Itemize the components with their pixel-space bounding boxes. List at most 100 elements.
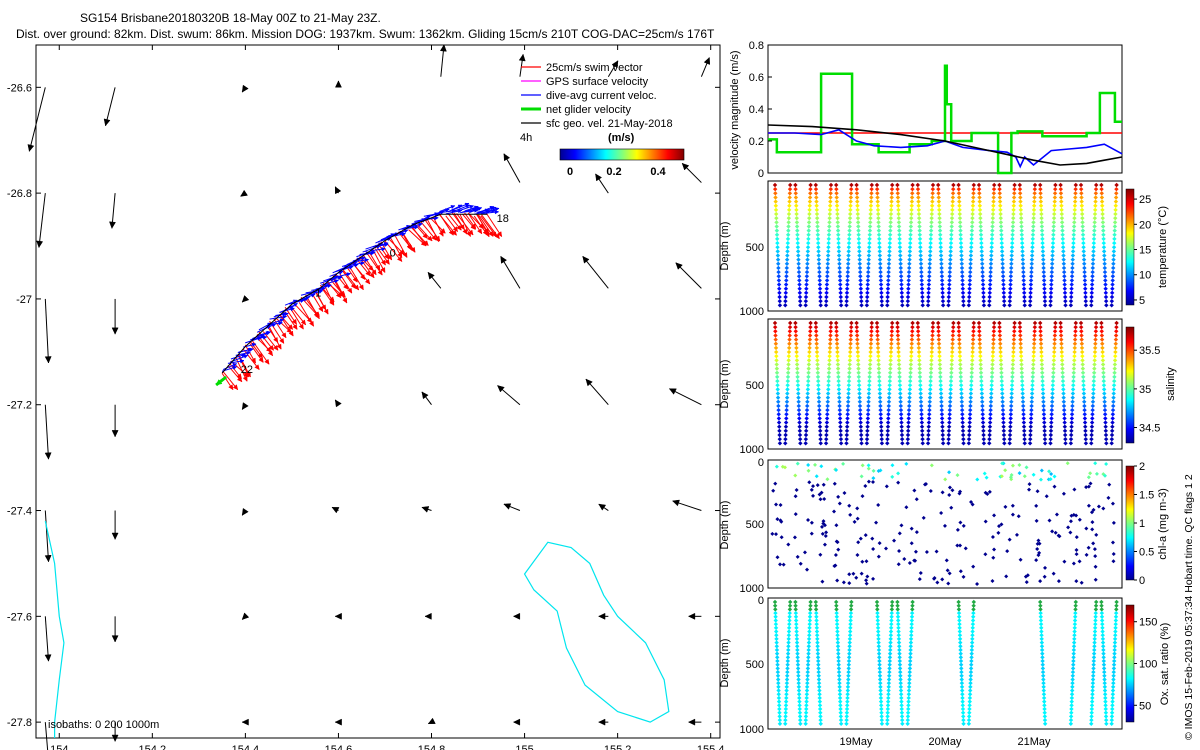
salinity-sample-dot [980, 412, 985, 417]
chlorophyll-sample-dot [859, 474, 864, 479]
oxygen-sample-dot [1089, 703, 1095, 708]
temperature-sample-dot [958, 240, 964, 246]
temperature-sample-dot [1049, 261, 1055, 267]
oxygen-sample-dot [807, 633, 812, 638]
temperature-sample-dot [796, 257, 801, 262]
oxygen-sample-dot [876, 633, 881, 638]
temperature-sample-dot [784, 261, 790, 267]
temperature-sample-dot [969, 232, 974, 237]
oxygen-sample-dot [878, 688, 883, 693]
oxygen-sample-dot [817, 699, 823, 704]
salinity-sample-dot [1019, 378, 1025, 384]
temperature-sample-dot [930, 199, 935, 204]
oxygen-sample-dot [795, 658, 800, 664]
temperature-sample-dot [940, 303, 946, 308]
temperature-sample-dot [960, 282, 965, 287]
salinity-sample-dot [1069, 420, 1074, 425]
swim-vector-arrow [352, 263, 371, 285]
oxygen-sample-dot [775, 658, 780, 664]
temperature-sample-dot [906, 282, 911, 287]
dac-vector-arrow [353, 257, 370, 263]
temperature-sample-dot [956, 186, 961, 192]
temperature-sample-dot [989, 240, 995, 246]
salinity-sample-dot [1070, 387, 1076, 392]
temperature-sample-dot [1050, 253, 1055, 258]
geo-velocity-arrow [241, 718, 249, 726]
chlorophyll-sample-dot [1090, 520, 1095, 525]
temperature-sample-dot [971, 191, 976, 196]
temperature-sample-dot [1031, 215, 1036, 221]
oxygen-sample-dot [966, 721, 972, 726]
oxygen-sample-dot [775, 655, 780, 660]
temperature-sample-dot [999, 228, 1004, 233]
salinity-sample-dot [957, 349, 962, 355]
oxygen-sample-dot [816, 680, 822, 686]
oxygen-sample-dot [1104, 717, 1109, 723]
temperature-sample-dot [1063, 298, 1068, 304]
salinity-sample-dot [787, 337, 792, 342]
temperature-sample-dot [926, 282, 932, 287]
temperature-sample-dot [1020, 253, 1025, 258]
oxygen-sample-dot [838, 714, 844, 719]
salinity-sample-dot [836, 370, 841, 375]
oxygen-sample-dot [960, 706, 966, 712]
temperature-sample-dot [1040, 245, 1045, 250]
oxygen-sample-dot [772, 603, 778, 608]
temperature-sample-dot [898, 261, 903, 267]
salinity-sample-dot [1009, 387, 1015, 392]
salinity-sample-dot [948, 383, 954, 388]
salinity-sample-dot [917, 366, 922, 371]
salinity-sample-dot [908, 370, 913, 375]
track-swim-vectors [215, 211, 503, 391]
oxygen-sample-dot [1113, 633, 1118, 638]
salinity-sample-dot [1071, 383, 1076, 388]
temperature-sample-dot [979, 236, 984, 242]
oxygen-sample-dot [1109, 714, 1115, 719]
salinity-sample-dot [877, 378, 882, 384]
oxygen-sample-dot [967, 710, 972, 715]
salinity-sample-dot [785, 387, 790, 392]
temperature-sample-dot [1053, 186, 1058, 192]
oxygen-sample-dot [848, 618, 853, 623]
oxygen-sample-dot [847, 651, 852, 656]
salinity-sample-dot [1051, 362, 1056, 367]
salinity-sample-dot [877, 387, 882, 392]
temperature-sample-dot [980, 265, 985, 271]
temperature-sample-dot [846, 240, 852, 246]
salinity-sample-dot [1032, 320, 1038, 326]
oxygen-colorbar [1125, 604, 1135, 723]
temperature-sample-dot [1111, 261, 1116, 267]
temperature-sample-dot [867, 232, 872, 237]
temperature-sample-dot [774, 215, 779, 221]
salinity-sample-dot [919, 403, 924, 409]
chlorophyll-sample-dot [778, 562, 783, 567]
temperature-sample-dot [1112, 224, 1118, 229]
geo-velocity-arrow [585, 378, 609, 406]
salinity-sample-dot [838, 441, 844, 446]
map-y-tick-label: -27.4 [7, 506, 32, 518]
temperature-sample-dot [1100, 215, 1105, 221]
temperature-ylabel: Depth (m) [719, 222, 731, 271]
temperature-sample-dot [877, 245, 882, 250]
temperature-sample-dot [940, 298, 946, 304]
oxygen-sample-dot [777, 703, 782, 708]
oxygen-sample-dot [896, 625, 901, 631]
oxygen-sample-dot [907, 680, 912, 686]
temperature-sample-dot [818, 303, 823, 308]
chlorophyll-sample-dot [963, 546, 968, 551]
temperature-sample-dot [927, 265, 932, 271]
temperature-sample-dot [887, 253, 892, 258]
temperature-sample-dot [969, 224, 975, 229]
chlorophyll-sample-dot [855, 506, 860, 511]
chlorophyll-sample-dot [793, 473, 798, 478]
salinity-sample-dot [1001, 428, 1007, 434]
oxygen-sample-dot [818, 717, 823, 723]
salinity-sample-dot [1038, 329, 1043, 334]
salinity-sample-dot [1050, 391, 1055, 396]
salinity-sample-dot [1048, 428, 1054, 434]
temperature-sample-dot [775, 257, 781, 262]
salinity-sample-dot [956, 329, 962, 334]
oxygen-sample-dot [1073, 610, 1078, 616]
geo-velocity-arrow [334, 399, 342, 408]
